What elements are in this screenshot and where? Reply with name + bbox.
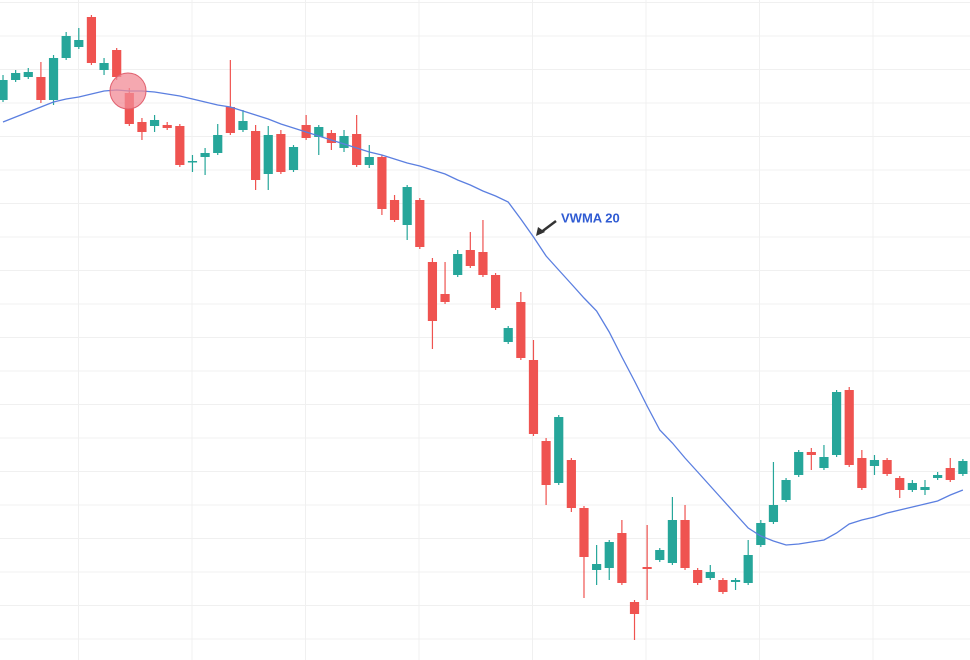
candle-body (339, 136, 349, 148)
candle-body (806, 452, 816, 455)
candle-body (213, 135, 223, 153)
candle-body (326, 133, 336, 143)
candle-body (415, 200, 425, 247)
candle-body (655, 550, 665, 560)
candle-body (541, 441, 551, 485)
candle-body (554, 417, 564, 483)
candle-body (869, 460, 880, 466)
candle-body (225, 107, 235, 133)
candle-body (528, 360, 539, 434)
candle-body (933, 475, 943, 478)
candle-body (200, 153, 210, 157)
candle-body (48, 58, 59, 100)
candle-body (490, 275, 501, 308)
candle-body (907, 483, 917, 490)
candle-body (794, 452, 804, 475)
candle-body (86, 17, 97, 63)
candle-body (920, 487, 930, 490)
candle-body (149, 120, 160, 126)
candle-body (36, 77, 46, 100)
candle-body (756, 523, 766, 545)
candle-body (263, 135, 273, 174)
candle-body (604, 542, 614, 568)
annotation-arrowhead (536, 227, 545, 236)
candle-body (99, 63, 109, 70)
candle-body (137, 122, 147, 132)
candle-body (377, 157, 387, 209)
candle-body (187, 161, 198, 163)
candle-body (693, 570, 703, 583)
candle-body (427, 262, 438, 321)
candle-body (768, 505, 779, 522)
candle-body (61, 36, 71, 58)
candle-body (440, 294, 450, 302)
line-label: VWMA 20 (561, 210, 620, 225)
candle-body (402, 187, 412, 225)
candle-body (882, 460, 892, 474)
candle-body (781, 480, 791, 500)
candle-body (465, 250, 475, 266)
candle-body (895, 478, 905, 490)
candle-body (642, 567, 652, 569)
candle-body (74, 40, 84, 47)
candle-body (945, 468, 955, 480)
candle-body (592, 564, 602, 570)
candle-body (617, 533, 627, 583)
candle-body (162, 125, 172, 128)
crossover-highlight (109, 72, 147, 110)
candle-body (958, 461, 968, 474)
candle-body (251, 131, 261, 180)
candle-body (579, 508, 589, 557)
candle-body (730, 580, 741, 582)
candle-body (629, 602, 640, 614)
candle-body (23, 72, 33, 77)
candle-body (718, 580, 728, 592)
candle-body (0, 80, 8, 100)
candle-body (238, 121, 248, 130)
candle-body (680, 520, 690, 568)
candle-body (667, 520, 677, 563)
candle-body (831, 392, 842, 455)
candle-body (819, 457, 829, 468)
candle-body (705, 572, 715, 578)
candle-body (314, 127, 324, 137)
candle-body (857, 458, 867, 488)
candle-body (11, 73, 21, 80)
candle-body (175, 126, 185, 165)
candle-body (503, 328, 513, 342)
candle-body (389, 200, 400, 220)
candle-body (478, 252, 488, 275)
candle-body (364, 157, 374, 165)
candle-body (516, 302, 526, 358)
candle-body (844, 390, 854, 465)
vwma-line (2, 89, 964, 546)
candle-body (453, 254, 463, 275)
candle-body (566, 460, 576, 508)
candle-body (276, 134, 286, 172)
candle-body (112, 50, 122, 77)
candle-body (352, 134, 362, 165)
candle-body (288, 147, 299, 170)
candle-body (743, 555, 753, 583)
